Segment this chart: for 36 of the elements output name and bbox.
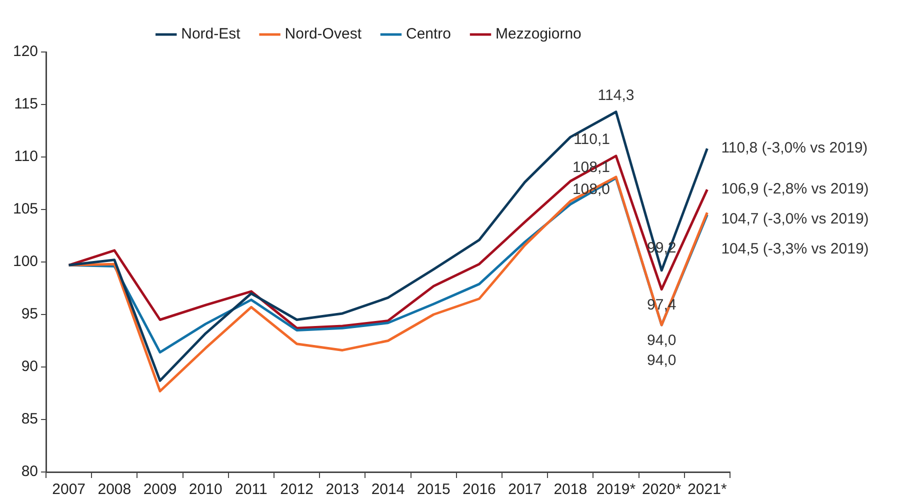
y-tick-label: 100 [12,253,38,270]
x-tick-label: 2011 [235,481,268,498]
x-tick-label: 2017 [508,481,542,498]
x-tick-label: 2008 [98,481,132,498]
x-tick-label: 2014 [371,481,405,498]
y-tick-label: 105 [12,200,38,218]
x-tick-label: 2019* [596,481,636,498]
legend-label: Mezzogiorno [496,26,582,43]
data-label: 94,0 [647,352,676,370]
x-tick-label: 2015 [416,481,450,498]
x-tick-label: 2012 [280,481,314,498]
legend-label: Nord-Est [181,26,242,43]
x-tick-label: 2009 [143,481,177,498]
legend-label: Centro [406,26,452,43]
data-label: 104,5 (-3,3% vs 2019) [721,240,869,258]
data-label: 94,0 [647,332,676,350]
x-tick-label: 2016 [462,481,496,498]
data-label: 110,8 (-3,0% vs 2019) [721,140,868,157]
y-tick-label: 110 [14,148,38,166]
x-tick-label: 2013 [326,481,360,498]
y-tick-label: 115 [14,96,38,113]
x-tick-label: 2020* [642,481,682,498]
y-tick-label: 95 [21,306,38,323]
x-tick-label: 2018 [554,481,588,498]
data-label: 104,7 (-3,0% vs 2019) [721,210,869,228]
legend-label: Nord-Ovest [284,26,362,43]
x-tick-label: 2010 [188,481,222,498]
data-label: 114,3 [598,86,634,104]
y-tick-label: 85 [21,410,38,428]
y-tick-label: 120 [12,43,38,60]
x-tick-label: 2007 [52,481,86,498]
y-tick-label: 80 [21,463,38,480]
y-tick-label: 90 [21,358,38,376]
data-label: 110,1 [574,131,610,148]
x-tick-label: 2021* [688,481,727,498]
data-label: 106,9 (-2,8% vs 2019) [721,180,869,198]
